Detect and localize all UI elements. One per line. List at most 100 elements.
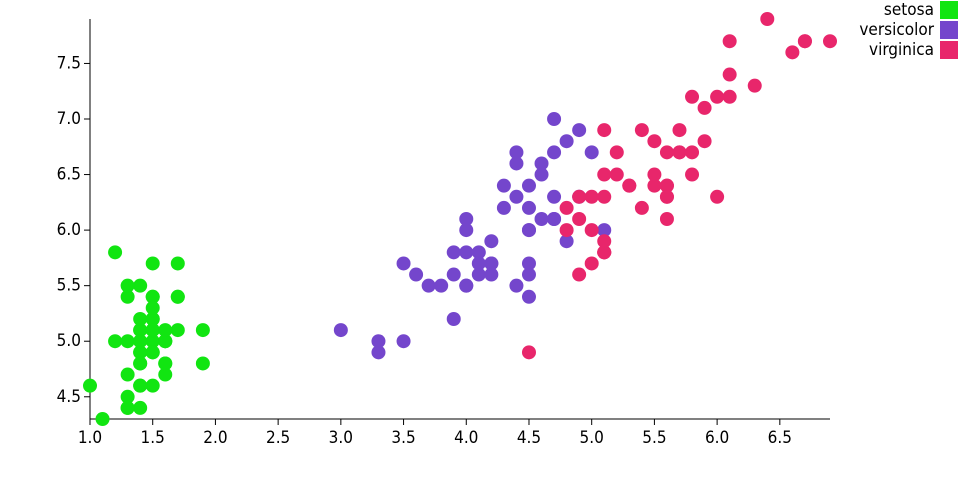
point: [120, 334, 135, 349]
point: [459, 245, 474, 260]
point: [572, 189, 587, 204]
point: [710, 189, 725, 204]
point: [145, 345, 160, 360]
x-tick-label: 5.5: [642, 428, 666, 448]
point: [547, 145, 562, 160]
point: [597, 123, 612, 138]
point: [722, 89, 737, 104]
point: [697, 134, 712, 149]
point: [634, 123, 649, 138]
point: [547, 189, 562, 204]
point: [170, 256, 185, 271]
point: [823, 34, 837, 49]
point: [509, 278, 524, 293]
point: [559, 134, 574, 149]
point: [409, 267, 424, 282]
point: [797, 34, 812, 49]
point: [120, 367, 135, 382]
point: [647, 178, 662, 193]
legend-label: setosa: [884, 0, 934, 20]
point: [95, 412, 110, 426]
y-tick-label: 6.0: [57, 220, 81, 240]
point: [83, 378, 97, 393]
point: [521, 289, 536, 304]
point: [685, 167, 700, 182]
x-tick-label: 5.0: [580, 428, 604, 448]
point: [471, 256, 486, 271]
point: [434, 278, 449, 293]
point: [521, 267, 536, 282]
point: [584, 145, 599, 160]
point: [659, 212, 674, 226]
point: [584, 256, 599, 271]
point: [597, 234, 612, 249]
point: [521, 200, 536, 215]
point: [145, 312, 160, 326]
x-tick-label: 1.5: [141, 428, 165, 448]
x-tick-label: 4.5: [517, 428, 541, 448]
point: [559, 223, 574, 238]
point: [158, 356, 173, 371]
point: [145, 300, 160, 315]
point: [521, 223, 536, 238]
point: [133, 312, 148, 326]
point: [120, 289, 135, 304]
point: [484, 267, 499, 282]
point: [584, 189, 599, 204]
point: [471, 245, 486, 260]
point: [534, 212, 549, 226]
point: [521, 345, 536, 360]
x-tick-label: 1.0: [78, 428, 102, 448]
point: [697, 100, 712, 115]
legend-label: virginica: [869, 40, 934, 60]
point: [647, 134, 662, 149]
point: [133, 323, 148, 338]
point: [133, 345, 148, 360]
point: [459, 278, 474, 293]
point: [120, 278, 135, 293]
point: [108, 334, 123, 349]
point: [647, 167, 662, 182]
point: [108, 245, 123, 260]
y-tick-label: 7.0: [57, 109, 81, 129]
point: [145, 323, 160, 338]
point: [547, 212, 562, 226]
point: [559, 200, 574, 215]
point: [333, 323, 348, 338]
point: [597, 223, 612, 238]
point: [597, 167, 612, 182]
x-tick-label: 6.0: [705, 428, 729, 448]
point: [421, 278, 436, 293]
point: [722, 34, 737, 49]
point: [659, 178, 674, 193]
legend-swatch: [940, 21, 958, 39]
point: [572, 212, 587, 226]
point: [584, 223, 599, 238]
legend-swatch: [940, 41, 958, 59]
point: [396, 256, 411, 271]
point: [170, 323, 185, 338]
point: [471, 267, 486, 282]
point: [659, 145, 674, 160]
point: [371, 345, 386, 360]
point: [195, 323, 210, 338]
point: [760, 12, 775, 26]
point: [597, 245, 612, 260]
point: [446, 312, 461, 326]
point: [145, 378, 160, 393]
point: [710, 89, 725, 104]
legend-swatch: [940, 1, 958, 19]
point: [609, 145, 624, 160]
point: [572, 267, 587, 282]
point: [496, 200, 511, 215]
point: [534, 156, 549, 171]
point: [685, 145, 700, 160]
point: [396, 334, 411, 349]
point: [572, 123, 587, 138]
point: [170, 289, 185, 304]
point: [145, 256, 160, 271]
y-tick-label: 5.5: [57, 276, 81, 296]
point: [133, 334, 148, 349]
x-tick-label: 2.0: [203, 428, 227, 448]
legend-label: versicolor: [859, 20, 934, 40]
